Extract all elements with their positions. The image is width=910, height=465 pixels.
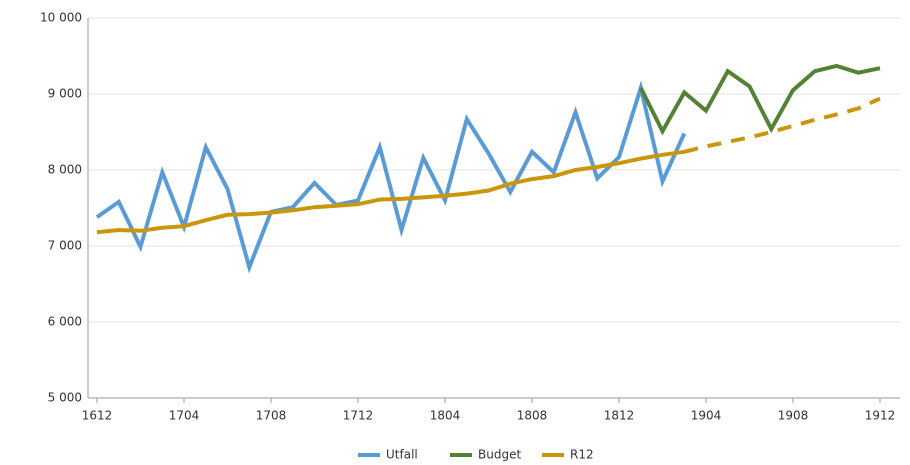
x-tick-label: 1804 bbox=[430, 409, 461, 423]
y-tick-label: 10 000 bbox=[40, 11, 82, 25]
x-tick-label: 1704 bbox=[169, 409, 200, 423]
legend-label: Budget bbox=[478, 448, 521, 462]
series-line bbox=[95, 80, 687, 274]
legend-label: Utfall bbox=[386, 448, 418, 462]
y-tick-label: 6 000 bbox=[48, 315, 82, 329]
legend-label: R12 bbox=[570, 448, 594, 462]
x-tick-label: 1708 bbox=[256, 409, 287, 423]
y-tick-label: 5 000 bbox=[48, 391, 82, 405]
y-tick-label: 9 000 bbox=[48, 87, 82, 101]
series-line bbox=[639, 63, 881, 136]
series-line bbox=[683, 96, 881, 154]
y-tick-label: 7 000 bbox=[48, 239, 82, 253]
x-tick-label: 1712 bbox=[343, 409, 374, 423]
series-line bbox=[96, 149, 685, 235]
x-tick-label: 1812 bbox=[604, 409, 635, 423]
x-tick-label: 1904 bbox=[691, 409, 722, 423]
x-tick-label: 1808 bbox=[517, 409, 548, 423]
x-tick-label: 1908 bbox=[778, 409, 809, 423]
x-tick-label: 1612 bbox=[82, 409, 113, 423]
x-tick-label: 1912 bbox=[865, 409, 896, 423]
y-tick-label: 8 000 bbox=[48, 163, 82, 177]
